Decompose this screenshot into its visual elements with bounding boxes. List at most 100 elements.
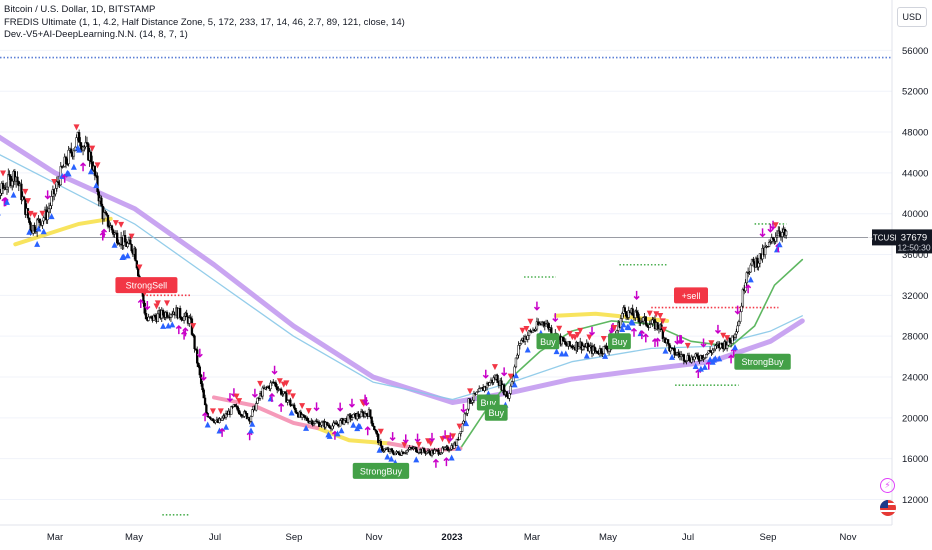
candle <box>708 350 712 352</box>
price-tick-label: 52000 <box>902 87 928 98</box>
buy-arrow <box>388 455 395 462</box>
candle <box>97 191 100 202</box>
sell-arrow <box>39 210 46 217</box>
sell-arrow <box>51 179 58 186</box>
buy-arrow <box>204 421 211 428</box>
candle <box>466 408 469 414</box>
candle <box>79 142 82 147</box>
candle <box>238 410 241 415</box>
candle <box>371 423 375 427</box>
currency-button[interactable]: USD <box>897 7 927 27</box>
buy-arrow <box>776 241 783 248</box>
candle <box>640 320 644 323</box>
sell-arrow <box>27 210 34 217</box>
candle <box>203 397 207 406</box>
candle <box>369 409 372 418</box>
magenta-up-arrow <box>101 228 108 238</box>
sell-arrow <box>94 162 101 169</box>
candle <box>464 413 468 415</box>
buy-arrow <box>356 423 363 430</box>
magenta-up-arrow <box>278 402 285 412</box>
candle <box>634 310 637 318</box>
candle <box>306 417 309 422</box>
candle <box>218 418 221 423</box>
candle <box>349 414 352 420</box>
candle <box>535 321 539 330</box>
buy-arrow <box>558 350 565 357</box>
magenta-down-arrow <box>700 338 707 348</box>
sell-arrow <box>507 373 514 380</box>
magenta-down-arrow <box>460 403 467 413</box>
symbol-title[interactable]: Bitcoin / U.S. Dollar, 1D, BITSTAMP <box>4 4 156 15</box>
sell-arrow <box>24 198 31 205</box>
last-price-text: 37679 <box>901 232 927 243</box>
magenta-up-arrow <box>137 298 144 309</box>
time-tick-label: Nov <box>366 532 383 543</box>
candle <box>5 186 9 190</box>
candle <box>205 404 208 414</box>
flag-icon[interactable] <box>880 500 896 516</box>
sell-arrow <box>118 221 125 228</box>
time-tick-label: May <box>599 532 617 543</box>
candle <box>775 235 779 238</box>
yellow-trend-segment <box>315 426 391 446</box>
candle <box>380 445 384 452</box>
candle <box>243 411 246 417</box>
candle <box>303 415 306 418</box>
magenta-up-arrow <box>175 325 182 335</box>
magenta-down-arrow <box>482 369 489 379</box>
candle <box>188 317 191 324</box>
candle <box>719 342 722 349</box>
candle <box>29 222 32 232</box>
candle <box>56 181 60 183</box>
magenta-down-arrow <box>633 290 640 300</box>
candle <box>214 420 217 423</box>
candle <box>137 267 140 277</box>
candle <box>17 181 20 187</box>
indicator-fredis-ultimate[interactable]: FREDIS Ultimate (1, 1, 4.2, Half Distanc… <box>4 16 405 28</box>
teal-moving-average <box>0 154 803 401</box>
candle <box>379 440 382 447</box>
price-axis[interactable]: 12000 16000 20000 24000 28000 32000 36000 40000… <box>902 46 928 506</box>
candle <box>453 442 456 449</box>
pink-trend-segment <box>212 395 320 430</box>
candle <box>325 422 329 426</box>
indicator-dev-v5[interactable]: Dev.-V5+AI-DeepLearning.N.N. (14, 8, 7, … <box>4 29 188 40</box>
candle <box>7 174 10 188</box>
candle <box>66 163 69 165</box>
candle <box>285 392 288 403</box>
candle <box>382 450 385 452</box>
candle <box>685 360 688 362</box>
svg-text:StrongBuy: StrongBuy <box>742 357 785 367</box>
sell-arrow <box>0 170 7 177</box>
candle <box>130 244 133 252</box>
time-tick-label: 2023 <box>441 532 462 543</box>
candle <box>46 211 49 221</box>
sell-arrow <box>611 324 618 331</box>
buy-arrow <box>732 344 739 351</box>
candle <box>443 447 447 450</box>
price-tick-label: 44000 <box>902 168 928 179</box>
candle <box>244 411 247 414</box>
candle <box>28 217 31 223</box>
candle <box>712 348 716 351</box>
candle <box>517 345 520 356</box>
buy-arrow <box>583 352 590 359</box>
candle <box>488 382 491 386</box>
candle <box>274 382 278 387</box>
candle <box>102 212 106 220</box>
candle <box>234 404 237 407</box>
candle <box>750 258 754 266</box>
candle <box>189 317 192 319</box>
candle <box>42 217 45 222</box>
buy-arrow <box>160 322 167 329</box>
sell-arrow <box>708 340 715 347</box>
candle <box>756 257 759 268</box>
sell-arrow <box>217 408 224 415</box>
candle <box>0 192 2 196</box>
lightning-icon[interactable]: ⚡ <box>880 478 895 493</box>
candle <box>581 345 584 350</box>
price-tick-label: 12000 <box>902 495 928 506</box>
time-axis[interactable]: Mar May Jul Sep Nov 2023 Mar May Jul Sep Nov <box>47 532 857 543</box>
